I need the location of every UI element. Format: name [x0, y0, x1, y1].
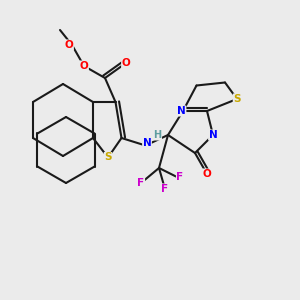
Text: O: O [202, 169, 211, 179]
Text: O: O [122, 58, 130, 68]
Text: N: N [177, 106, 186, 116]
Text: S: S [104, 152, 112, 163]
Text: F: F [176, 172, 184, 182]
Text: H: H [153, 130, 162, 140]
Text: O: O [80, 61, 88, 71]
Text: N: N [208, 130, 217, 140]
Text: F: F [137, 178, 145, 188]
Text: F: F [161, 184, 169, 194]
Text: O: O [64, 40, 74, 50]
Text: N: N [142, 137, 152, 148]
Text: S: S [233, 94, 241, 104]
